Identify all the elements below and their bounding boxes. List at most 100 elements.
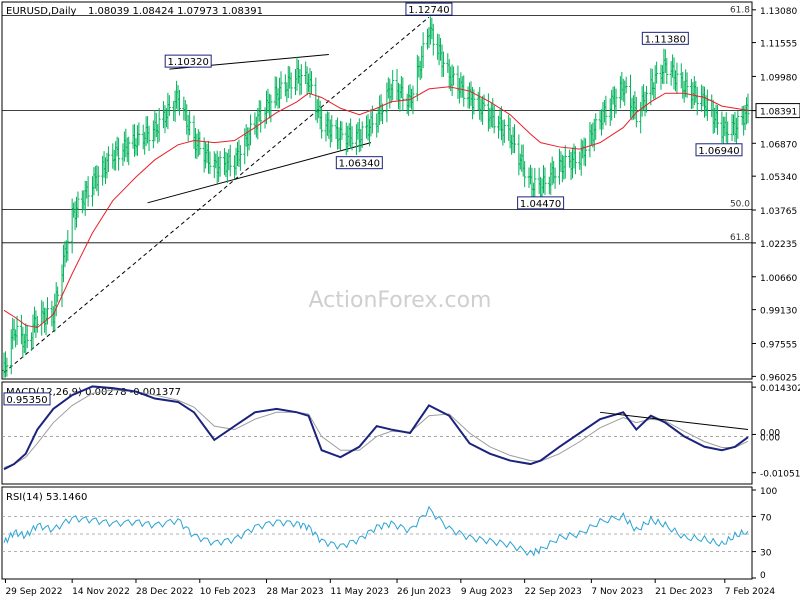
x-tick-label: 7 Feb 2024 (725, 587, 776, 597)
price-bar (584, 138, 588, 167)
price-bar (218, 151, 222, 177)
macd-y-tick-label: 0.014302 (760, 384, 800, 394)
symbol-label: EURUSD,Daily (6, 6, 77, 17)
x-tick-label: 21 Dec 2023 (655, 587, 713, 597)
price-bar (5, 357, 9, 377)
price-panel-frame (1, 1, 753, 380)
price-bar (35, 315, 39, 333)
price-annotation-label: 0.95350 (6, 395, 47, 406)
price-bar (411, 85, 415, 115)
price-annotation-label: 1.10320 (168, 57, 209, 68)
x-tick-label: 9 Aug 2023 (461, 587, 513, 597)
rsi-title: RSI(14) 53.1460 (6, 492, 87, 503)
price-bar (594, 113, 598, 140)
price-annotation-box (517, 196, 565, 210)
rsi-y-tick-label: 70 (760, 513, 772, 523)
price-bar (381, 103, 385, 125)
price-bar (665, 57, 669, 85)
price-bar (482, 94, 486, 111)
x-tick-label: 28 Dec 2022 (136, 587, 194, 597)
price-y-tick-label: 1.03765 (760, 207, 797, 217)
rsi-y-tick-label: 30 (760, 549, 772, 559)
price-bar (15, 315, 19, 345)
price-bar (502, 119, 506, 143)
macd-signal-line (3, 389, 749, 468)
x-tick-label: 28 Mar 2023 (267, 587, 324, 597)
watermark: ActionForex.com (309, 288, 492, 313)
price-bar (360, 121, 364, 148)
price-bar (513, 124, 517, 154)
price-bar (238, 145, 242, 171)
price-bar (198, 131, 202, 156)
x-tick-label: 29 Sep 2022 (5, 587, 62, 597)
price-y-tick-label: 1.11555 (760, 40, 797, 50)
price-bar (655, 61, 659, 84)
price-bar (543, 167, 547, 195)
macd-trendline (600, 411, 749, 431)
price-bar (675, 62, 679, 95)
price-annotation-box (164, 54, 212, 68)
price-bar (523, 161, 527, 188)
price-bar (137, 122, 141, 146)
price-bar (573, 146, 577, 175)
rsi-layer (2, 505, 752, 557)
macd-y-tick-label: 0.00 (760, 428, 780, 438)
price-bar (695, 86, 699, 116)
price-bar (391, 70, 395, 101)
price-bar (157, 108, 161, 142)
price-layer: 61.8 50.0 61.8 1.12740 1.10320 1.11380 1.06340… (2, 2, 752, 406)
price-bar (208, 151, 212, 175)
price-bar (167, 95, 171, 116)
price-bar (46, 297, 50, 325)
price-bar (76, 191, 80, 218)
price-bar (553, 167, 557, 189)
price-annotation-box (335, 156, 383, 170)
price-bar (299, 64, 303, 95)
rsi-y-tick-label: 0 (760, 571, 766, 581)
price-bar (330, 115, 334, 143)
price-y-tick-label: 1.05340 (760, 173, 797, 183)
x-tick-label: 14 Nov 2022 (72, 587, 130, 597)
price-bar (401, 77, 405, 111)
price-bar (309, 71, 313, 95)
price-annotation-box (3, 392, 51, 406)
price-trendline (3, 16, 430, 374)
price-bar (177, 89, 181, 116)
price-bar (726, 121, 730, 146)
price-y-tick-label: 0.99130 (760, 307, 797, 317)
price-annotation-label: 1.06340 (339, 159, 380, 170)
fib-level-label: 61.8 (730, 6, 750, 16)
price-bar (279, 71, 283, 100)
price-bar (452, 66, 456, 86)
x-tick-label: 26 Jun 2023 (397, 587, 451, 597)
rsi-panel-frame (1, 486, 753, 580)
price-bar (86, 176, 90, 207)
price-y-tick-label: 0.97555 (760, 341, 797, 351)
price-y-tick-label: 1.08391 (760, 108, 797, 118)
rsi-line (3, 505, 749, 557)
price-moving-average-line (3, 86, 749, 329)
price-bar (106, 146, 110, 173)
price-y-tick-label: 1.09980 (760, 73, 797, 83)
macd-layer (2, 385, 752, 471)
price-bar (117, 137, 121, 171)
price-bar (147, 125, 151, 152)
price-bar (340, 121, 344, 140)
price-y-tick-label: 1.00660 (760, 274, 797, 284)
price-bar (462, 75, 466, 107)
price-bar (563, 145, 567, 179)
price-bar (604, 95, 608, 126)
price-y-tick-label: 1.06870 (760, 140, 797, 150)
price-bar (421, 32, 425, 69)
price-bar (188, 111, 192, 136)
price-bar (492, 105, 496, 134)
price-bar (431, 23, 435, 56)
price-annotation-label: 1.11380 (645, 34, 686, 45)
macd-title: MACD(12,26,9) 0.00278 -0.001377 (6, 387, 181, 398)
price-bar (746, 93, 750, 124)
fib-level-label: 50.0 (730, 199, 750, 209)
price-bar (736, 110, 740, 139)
x-tick-label: 7 Nov 2023 (591, 587, 643, 597)
fib-level-label: 61.8 (730, 233, 750, 243)
